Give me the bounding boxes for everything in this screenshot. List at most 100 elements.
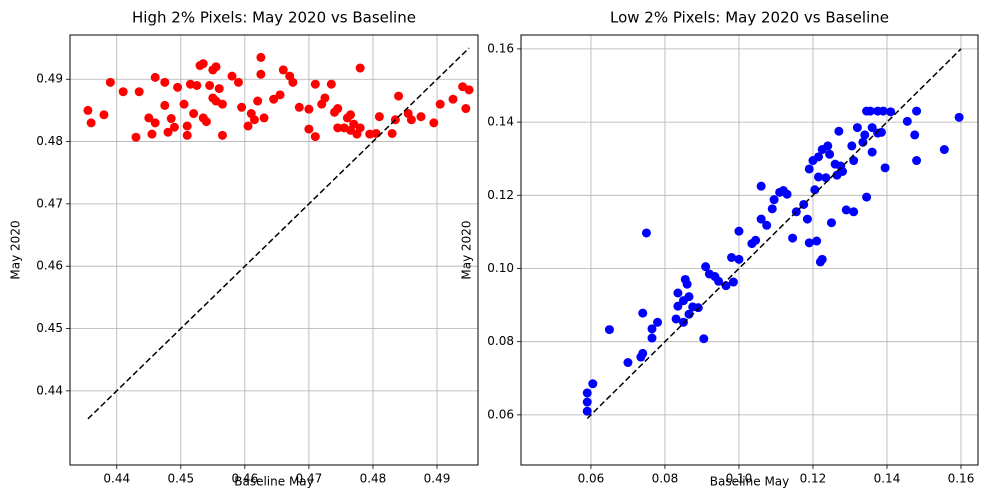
- point: [217, 99, 227, 109]
- point: [160, 100, 170, 110]
- point: [734, 254, 744, 264]
- point: [954, 112, 964, 122]
- point: [762, 220, 772, 230]
- point: [671, 314, 681, 324]
- point: [782, 189, 792, 199]
- point: [647, 324, 657, 334]
- y-tick-label: 0.45: [36, 321, 63, 335]
- point: [699, 334, 709, 344]
- point: [912, 106, 922, 116]
- x-tick-label: 0.10: [726, 472, 753, 486]
- point: [582, 406, 592, 416]
- point: [259, 113, 269, 123]
- point: [86, 118, 96, 128]
- point: [767, 204, 777, 214]
- point: [682, 279, 692, 289]
- point: [804, 164, 814, 174]
- x-tick-label: 0.08: [652, 472, 679, 486]
- point: [788, 233, 798, 243]
- y-tick-label: 0.48: [36, 134, 63, 148]
- x-tick-label: 0.49: [424, 472, 451, 486]
- point: [693, 303, 703, 313]
- point: [876, 127, 886, 137]
- x-axis-label: Baseline May: [234, 475, 314, 489]
- point: [118, 87, 128, 97]
- y-tick-label: 0.47: [36, 196, 63, 210]
- point: [189, 109, 199, 119]
- point: [847, 141, 857, 151]
- point: [461, 104, 471, 114]
- point: [131, 132, 141, 142]
- x-tick-label: 0.06: [578, 472, 605, 486]
- point: [192, 80, 202, 90]
- point: [756, 214, 766, 224]
- point: [374, 112, 384, 122]
- point: [860, 130, 870, 140]
- point: [910, 130, 920, 140]
- point: [641, 228, 651, 238]
- point: [310, 132, 320, 142]
- point: [582, 397, 592, 407]
- point: [233, 77, 243, 87]
- point: [333, 104, 343, 114]
- x-tick-label: 0.48: [360, 472, 387, 486]
- point: [826, 218, 836, 228]
- x-axis-label: Baseline May: [710, 475, 790, 489]
- point: [320, 93, 330, 103]
- point: [147, 129, 157, 139]
- point: [814, 172, 824, 182]
- x-tick-label: 0.45: [167, 472, 194, 486]
- point: [346, 110, 356, 120]
- point: [256, 52, 266, 62]
- point: [825, 149, 835, 159]
- point: [812, 236, 822, 246]
- point: [249, 115, 259, 125]
- point: [256, 69, 266, 79]
- point: [173, 82, 183, 92]
- y-axis-label: May 2020: [460, 220, 474, 279]
- point: [867, 147, 877, 157]
- point: [144, 113, 154, 123]
- axes-frame: [520, 34, 979, 466]
- x-tick-label: 0.47: [296, 472, 323, 486]
- point: [275, 90, 285, 100]
- point: [237, 102, 247, 112]
- point: [304, 124, 314, 134]
- point: [326, 79, 336, 89]
- point: [653, 317, 663, 327]
- point: [429, 118, 439, 128]
- point: [756, 181, 766, 191]
- point: [150, 72, 160, 82]
- point: [604, 325, 614, 335]
- point: [198, 59, 208, 69]
- point: [727, 253, 737, 263]
- point: [834, 126, 844, 136]
- point: [886, 107, 896, 117]
- point: [169, 122, 179, 132]
- point: [99, 110, 109, 120]
- point: [371, 128, 381, 138]
- point: [105, 77, 115, 87]
- y-tick-label: 0.44: [36, 383, 63, 397]
- point: [464, 85, 474, 95]
- point: [802, 214, 812, 224]
- y-axis-label: May 2020: [9, 220, 23, 279]
- point: [902, 116, 912, 126]
- point: [448, 94, 458, 104]
- point: [278, 65, 288, 75]
- point: [304, 104, 314, 114]
- point: [817, 254, 827, 264]
- point: [211, 62, 221, 72]
- point: [160, 77, 170, 87]
- point: [804, 238, 814, 248]
- point: [150, 118, 160, 128]
- point: [673, 288, 683, 298]
- point: [623, 358, 633, 368]
- point: [269, 94, 279, 104]
- point: [878, 106, 888, 116]
- point: [647, 333, 657, 343]
- reference-line: [87, 47, 470, 420]
- point: [134, 87, 144, 97]
- point: [83, 105, 93, 115]
- point: [638, 308, 648, 318]
